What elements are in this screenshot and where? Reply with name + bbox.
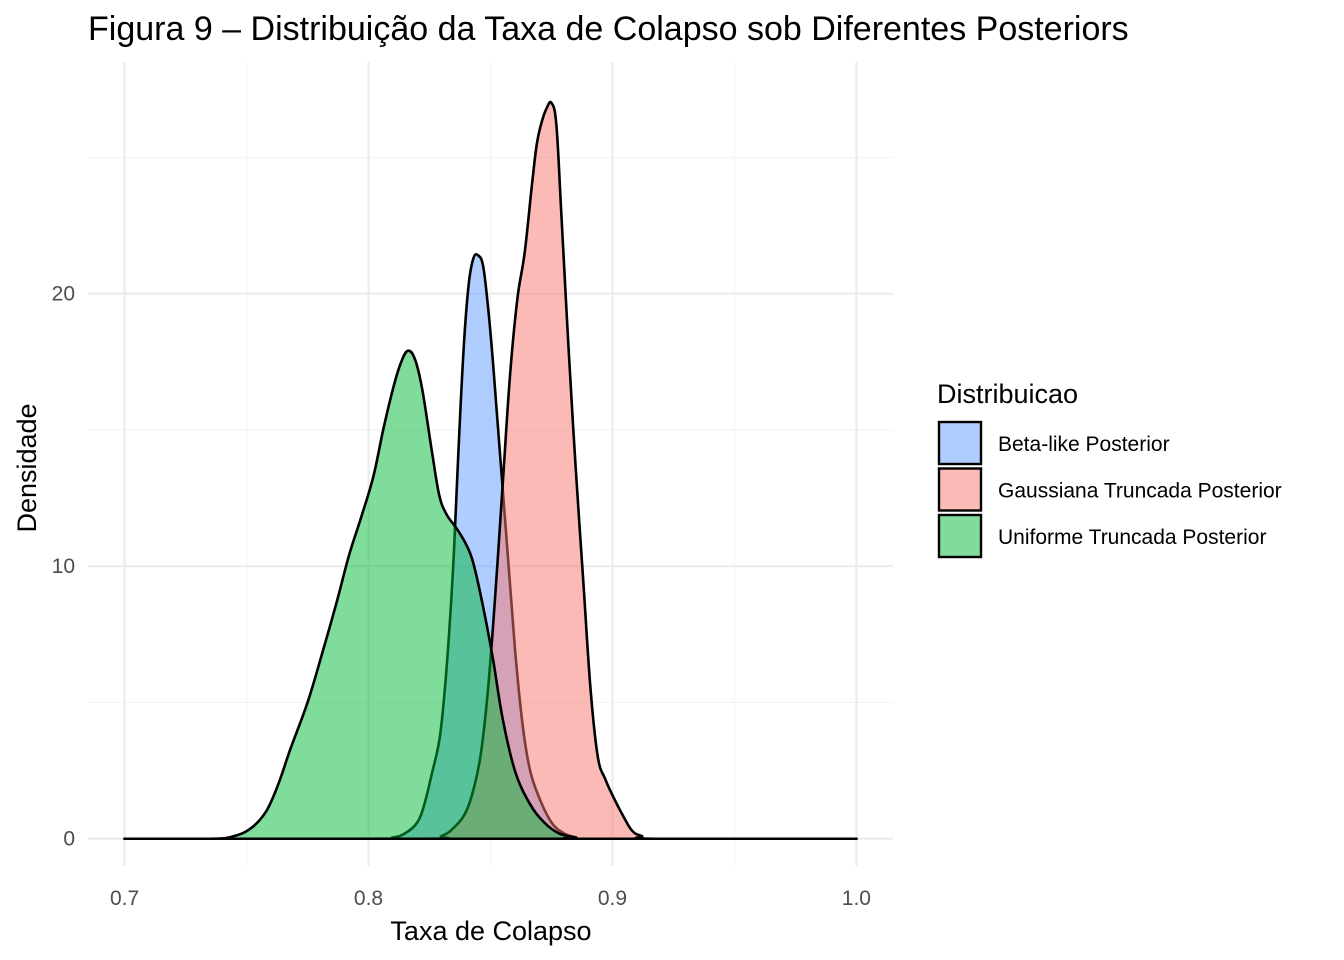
- x-axis-title: Taxa de Colapso: [390, 916, 591, 946]
- density-area-uniforme-truncada-posterior: [123, 349, 858, 841]
- legend-item-uniforme-truncada-posterior: Uniforme Truncada Posterior: [937, 513, 1266, 559]
- legend-swatch: [937, 467, 983, 512]
- density-areas: [123, 100, 858, 841]
- x-tick-label: 0.9: [598, 887, 627, 910]
- legend-items: Beta-like Posterior Gaussiana Truncada Po…: [937, 420, 1282, 559]
- x-axis-ticks: 0.7 0.8 0.9 1.0: [110, 887, 871, 910]
- legend-item-beta-like-posterior: Beta-like Posterior: [937, 420, 1170, 466]
- legend-item-gaussiana-truncada-posterior: Gaussiana Truncada Posterior: [937, 467, 1282, 512]
- legend-swatch: [937, 513, 983, 559]
- legend-label: Uniforme Truncada Posterior: [998, 526, 1266, 549]
- x-tick-label: 0.7: [110, 887, 139, 910]
- y-axis-ticks: 0 10 20: [52, 283, 75, 851]
- y-tick-label: 20: [52, 283, 75, 306]
- legend-title: Distribuicao: [937, 379, 1078, 409]
- chart-title: Figura 9 – Distribuição da Taxa de Colap…: [88, 10, 1129, 48]
- legend-swatch: [937, 420, 983, 466]
- legend-label: Gaussiana Truncada Posterior: [998, 480, 1282, 503]
- x-tick-label: 1.0: [842, 887, 871, 910]
- y-tick-label: 10: [52, 555, 75, 578]
- x-tick-label: 0.8: [354, 887, 383, 910]
- legend: Distribuicao Beta-like Posterior Gaussian…: [937, 379, 1282, 559]
- y-tick-label: 0: [63, 828, 75, 851]
- y-axis-title: Densidade: [12, 403, 42, 532]
- legend-label: Beta-like Posterior: [998, 433, 1170, 456]
